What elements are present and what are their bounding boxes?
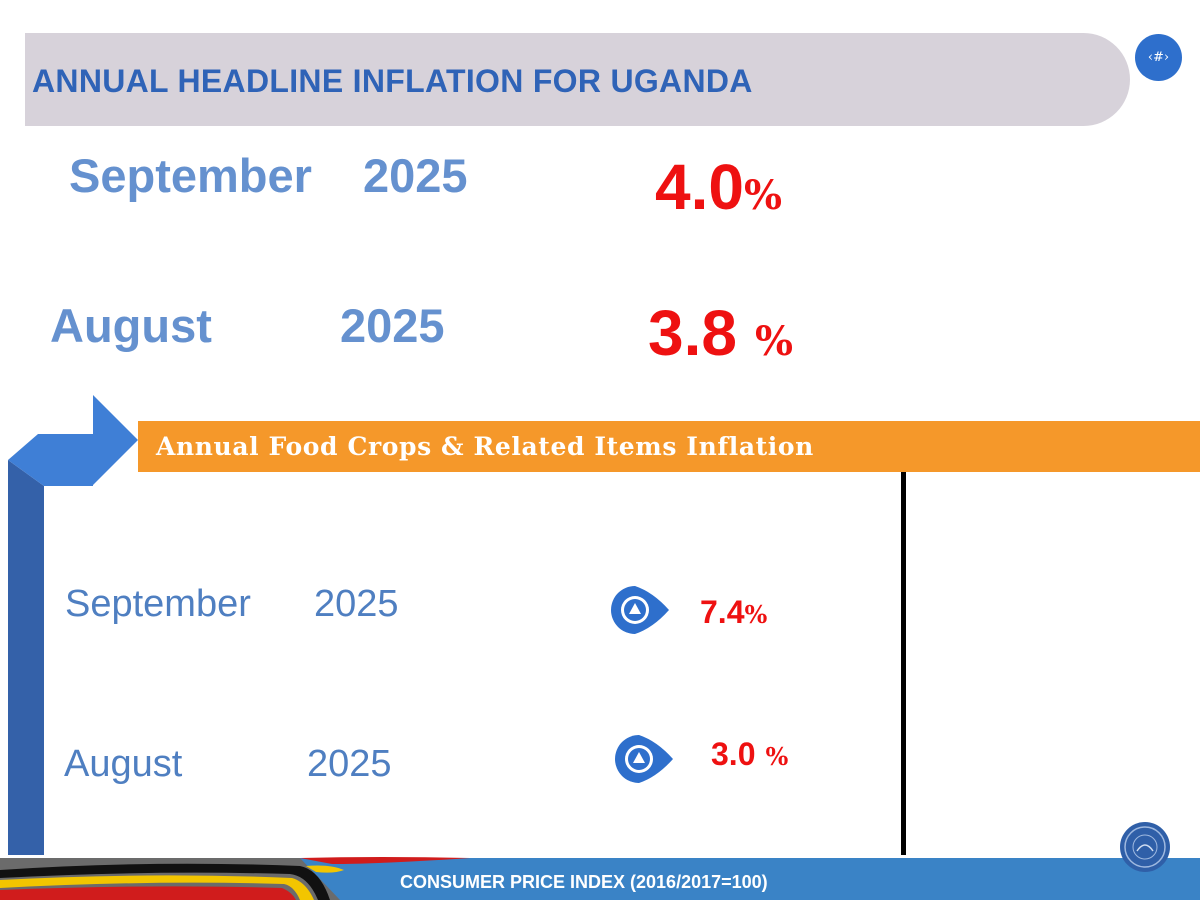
bent-arrow-icon	[8, 395, 138, 855]
headline-current-value: 4.0%	[655, 150, 782, 224]
food-section-heading: Annual Food Crops & Related Items Inflat…	[156, 432, 814, 461]
headline-current-unit: %	[743, 172, 782, 219]
vertical-divider	[901, 472, 906, 855]
food-current-year: 2025	[314, 583, 399, 625]
food-previous-month: August	[64, 743, 183, 785]
food-section-bar	[138, 421, 1200, 472]
headline-previous-number: 3.8	[648, 297, 737, 369]
food-previous-unit: %	[765, 742, 789, 771]
food-current-value: 7.4%	[700, 594, 767, 631]
food-current-unit: %	[744, 600, 768, 629]
food-previous-value: 3.0%	[711, 736, 788, 773]
food-current-number: 7.4	[700, 594, 745, 630]
headline-previous-year: 2025	[340, 299, 445, 352]
food-previous-number: 3.0	[711, 736, 756, 772]
headline-previous-month: August	[50, 299, 212, 352]
up-triangle-icon	[615, 735, 673, 783]
uganda-flag-ribbon-icon	[0, 857, 470, 900]
headline-previous-unit: %	[754, 318, 793, 365]
headline-current-month: September	[69, 149, 312, 202]
seal-icon	[1120, 822, 1170, 872]
food-current-month: September	[65, 583, 251, 625]
title-banner	[25, 33, 1130, 126]
footer-text: CONSUMER PRICE INDEX (2016/2017=100)	[400, 872, 768, 892]
slide-title: ANNUAL HEADLINE INFLATION FOR UGANDA	[32, 63, 753, 99]
slide-number-badge: ‹#›	[1135, 34, 1182, 81]
food-previous-year: 2025	[307, 743, 392, 785]
up-triangle-icon	[611, 586, 669, 634]
headline-previous-value: 3.8%	[648, 296, 793, 370]
headline-current-number: 4.0	[655, 151, 744, 223]
headline-current-year: 2025	[363, 149, 468, 202]
